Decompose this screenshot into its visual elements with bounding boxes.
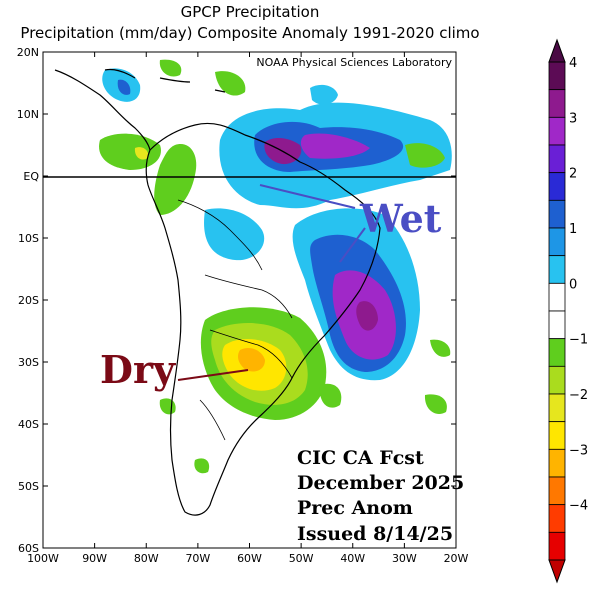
lat-tick-label: 50S [18, 480, 39, 493]
wet-arrow-1 [259, 184, 356, 209]
country-borders [177, 199, 293, 441]
lat-tick-label: 20S [18, 294, 39, 307]
longitude-axis: 100W 90W 80W 70W 60W 50W 40W 30W 20W [27, 52, 469, 565]
dry-anomaly-orange-south [238, 348, 265, 372]
coastlines [54, 68, 381, 516]
colorbar-label: 2 [569, 167, 577, 182]
colorbar-label: 4 [569, 56, 577, 71]
south-america-outline [145, 122, 381, 516]
dry-anomaly-green-n3 [405, 143, 445, 168]
lat-tick-label: 20N [17, 46, 39, 59]
forecast-line-4: Issued 8/14/25 [297, 523, 453, 545]
dry-anomaly-green-south2 [319, 383, 342, 408]
colorbar-segment [548, 393, 566, 423]
dry-anomaly-green-south3 [424, 394, 447, 415]
wet-anomaly-atlantic-n [310, 84, 338, 105]
dry-label: Dry [100, 347, 176, 392]
wet-arrow-2 [339, 227, 366, 263]
dry-anomaly-green-n2 [154, 144, 197, 215]
colorbar-segment [548, 227, 566, 257]
dry-anomaly-green-n5 [215, 71, 246, 96]
colorbar-segment [548, 255, 566, 284]
lat-tick-label: 30S [18, 356, 39, 369]
colorbar-label: −2 [569, 388, 588, 403]
colorbar-label: 3 [569, 111, 577, 126]
lon-tick-label: 90W [82, 552, 107, 565]
colorbar-segment [548, 116, 566, 146]
colorbar-top-arrow [548, 38, 566, 63]
colorbar-segment [548, 531, 566, 561]
colorbar-segment [548, 476, 566, 506]
colorbar-segment [548, 172, 566, 201]
lat-tick-label: EQ [23, 170, 39, 183]
lat-tick-label: 10S [18, 232, 39, 245]
colorbar-segment [548, 282, 566, 312]
forecast-line-3: Prec Anom [297, 497, 413, 519]
lat-tick-label: 40S [18, 418, 39, 431]
chart-subtitle: Precipitation (mm/day) Composite Anomaly… [20, 24, 480, 42]
colorbar-segment [548, 144, 566, 174]
dry-anomaly-green-n1 [99, 133, 161, 170]
dry-anomaly-green-n4 [159, 59, 182, 77]
colorbar-segment [548, 448, 566, 478]
colorbar-bottom-arrow [548, 559, 566, 584]
latitude-axis: 20N 10N EQ 10S 20S 30S 40S 50S 60S [17, 46, 456, 555]
lon-tick-label: 50W [289, 552, 314, 565]
anomaly-field [99, 59, 452, 474]
lat-tick-label: 60S [18, 542, 39, 555]
lon-tick-label: 80W [134, 552, 159, 565]
wet-label: Wet [359, 196, 442, 241]
colorbar-segment [548, 421, 566, 450]
central-america-outline [54, 69, 151, 151]
lon-tick-label: 70W [185, 552, 210, 565]
lon-tick-label: 40W [340, 552, 365, 565]
credit-text: NOAA Physical Sciences Laboratory [256, 56, 452, 69]
colorbar-segment [548, 365, 566, 395]
forecast-line-2: December 2025 [297, 472, 464, 494]
dry-anomaly-yellow-n1 [134, 147, 149, 160]
colorbar-label: −1 [569, 333, 588, 348]
lon-tick-label: 30W [392, 552, 417, 565]
colorbar-segment [548, 310, 566, 340]
colorbar-label: −4 [569, 499, 588, 514]
lon-tick-label: 60W [237, 552, 262, 565]
caribbean-islands [104, 68, 226, 93]
lat-tick-label: 10N [17, 108, 39, 121]
lon-tick-label: 20W [444, 552, 469, 565]
chart-title: GPCP Precipitation [180, 3, 320, 21]
colorbar-segment [548, 504, 566, 533]
wet-anomaly-se-brazil-core [356, 301, 378, 331]
lon-tick-label: 100W [27, 552, 59, 565]
colorbar-label: −3 [569, 443, 588, 458]
dry-anomaly-green-southwest2 [194, 458, 210, 474]
dry-anomaly-green-east [430, 339, 451, 357]
colorbar-segment [548, 199, 566, 229]
colorbar-segment [548, 89, 566, 118]
colorbar: 4 3 2 1 0 −1 −2 −3 −4 [548, 38, 588, 584]
forecast-line-1: CIC CA Fcst [297, 447, 424, 469]
colorbar-label: 0 [569, 277, 577, 292]
colorbar-segment [548, 338, 566, 367]
wet-anomaly-north-core2 [300, 133, 370, 159]
wet-anomaly-caribbean-inner [117, 79, 131, 95]
dry-arrow [177, 369, 249, 381]
colorbar-segment [548, 61, 566, 91]
colorbar-label: 1 [569, 222, 577, 237]
